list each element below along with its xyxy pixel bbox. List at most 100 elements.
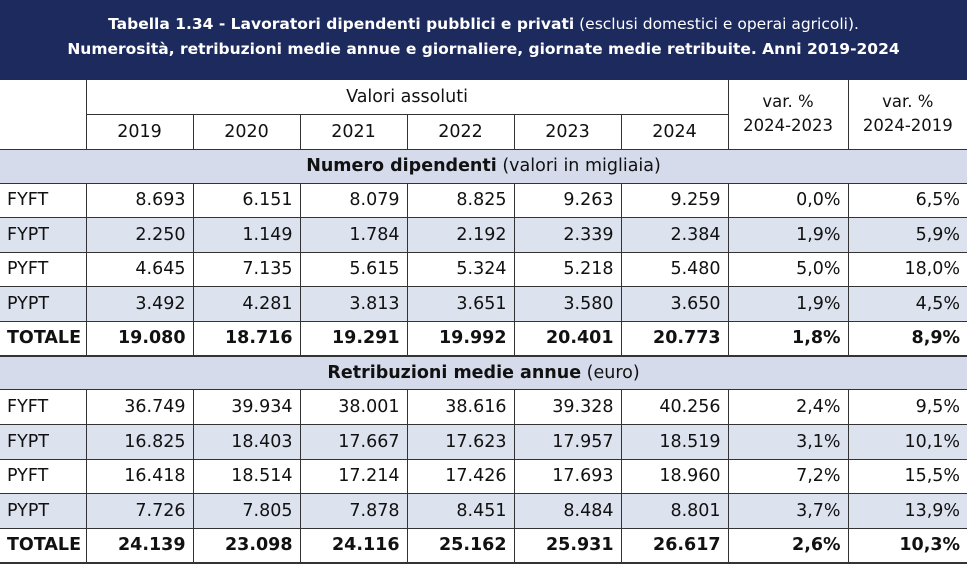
value-cell: 19.291 xyxy=(299,321,407,357)
row-label: TOTALE xyxy=(0,528,86,564)
value-cell: 2.192 xyxy=(406,217,514,253)
variation-cell: 15,5% xyxy=(847,459,967,495)
variation-cell: 1,9% xyxy=(727,217,849,253)
value-cell: 23.098 xyxy=(192,528,300,564)
variation-cell: 2,4% xyxy=(727,389,849,426)
section-unit: (euro) xyxy=(586,363,640,384)
value-cell: 6.151 xyxy=(192,183,300,219)
section-unit: (valori in migliaia) xyxy=(502,156,661,176)
value-cell: 2.339 xyxy=(513,217,621,253)
value-cell: 17.693 xyxy=(513,459,621,495)
value-cell: 3.492 xyxy=(85,286,193,322)
table-row: TOTALE 24.139 23.098 24.116 25.162 25.931 26.6… xyxy=(0,528,967,564)
value-cell: 7.135 xyxy=(192,252,300,288)
variation-cell: 4,5% xyxy=(847,286,967,322)
variation-cell: 8,9% xyxy=(847,321,967,357)
table-row: PYPT 3.492 4.281 3.813 3.651 3.580 3.650 1,9% 4,… xyxy=(0,286,967,322)
value-cell: 17.214 xyxy=(299,459,407,495)
value-cell: 39.934 xyxy=(192,389,300,426)
variation-cell: 3,7% xyxy=(727,493,849,529)
value-cell: 3.813 xyxy=(299,286,407,322)
variation-cell: 9,5% xyxy=(847,389,967,426)
value-cell: 18.716 xyxy=(192,321,300,357)
value-cell: 2.250 xyxy=(85,217,193,253)
year-header: 2022 xyxy=(406,114,514,150)
value-cell: 18.403 xyxy=(192,424,300,460)
year-header: 2024 xyxy=(620,114,729,150)
variation-cell: 6,5% xyxy=(847,183,967,219)
variation-cell: 13,9% xyxy=(847,493,967,529)
value-cell: 18.960 xyxy=(620,459,729,495)
value-cell: 25.162 xyxy=(406,528,514,564)
value-cell: 38.616 xyxy=(406,389,514,426)
value-cell: 3.580 xyxy=(513,286,621,322)
section-header: Retribuzioni medie annue (euro) xyxy=(0,355,967,391)
value-cell: 25.931 xyxy=(513,528,621,564)
section-header: Numero dipendenti (valori in migliaia) xyxy=(0,149,967,184)
var-header-line: var. % xyxy=(762,92,814,112)
value-cell: 26.617 xyxy=(620,528,729,564)
row-label: PYFT xyxy=(0,459,86,495)
value-cell: 38.001 xyxy=(299,389,407,426)
value-cell: 5.218 xyxy=(513,252,621,288)
value-cell: 9.263 xyxy=(513,183,621,219)
value-cell: 17.623 xyxy=(406,424,514,460)
value-cell: 7.726 xyxy=(85,493,193,529)
variation-cell: 0,0% xyxy=(727,183,849,219)
year-header: 2023 xyxy=(513,114,621,150)
table-row: PYFT 16.418 18.514 17.214 17.426 17.693 18.960… xyxy=(0,459,967,495)
row-label: FYPT xyxy=(0,217,86,253)
row-label: FYPT xyxy=(0,424,86,460)
value-cell: 24.116 xyxy=(299,528,407,564)
value-cell: 17.957 xyxy=(513,424,621,460)
var-header-line: var. % xyxy=(882,92,934,112)
table-row: FYPT 16.825 18.403 17.667 17.623 17.957 18.519… xyxy=(0,424,967,460)
variation-cell: 18,0% xyxy=(847,252,967,288)
value-cell: 3.650 xyxy=(620,286,729,322)
var-header-2024-2019: var. % 2024-2019 xyxy=(847,80,967,150)
value-cell: 40.256 xyxy=(620,389,729,426)
value-cell: 4.645 xyxy=(85,252,193,288)
value-cell: 19.080 xyxy=(85,321,193,357)
title-line-1: Tabella 1.34 - Lavoratori dipendenti pub… xyxy=(0,12,967,37)
value-cell: 8.825 xyxy=(406,183,514,219)
year-header: 2021 xyxy=(299,114,407,150)
variation-cell: 10,3% xyxy=(847,528,967,564)
value-cell: 3.651 xyxy=(406,286,514,322)
row-label: FYFT xyxy=(0,389,86,426)
row-label: PYPT xyxy=(0,493,86,529)
section-title: Numero dipendenti xyxy=(306,156,497,176)
data-table: Valori assoluti var. % 2024-2023 var. % … xyxy=(0,80,967,564)
value-cell: 18.514 xyxy=(192,459,300,495)
table-row: PYPT 7.726 7.805 7.878 8.451 8.484 8.801 3,7% 13… xyxy=(0,493,967,529)
year-header: 2020 xyxy=(192,114,300,150)
row-label: PYFT xyxy=(0,252,86,288)
variation-cell: 5,0% xyxy=(727,252,849,288)
value-cell: 4.281 xyxy=(192,286,300,322)
row-label: FYFT xyxy=(0,183,86,219)
value-cell: 8.693 xyxy=(85,183,193,219)
variation-cell: 2,6% xyxy=(727,528,849,564)
table-row: FYPT 2.250 1.149 1.784 2.192 2.339 2.384 1,9% 5,… xyxy=(0,217,967,253)
value-cell: 20.401 xyxy=(513,321,621,357)
variation-cell: 5,9% xyxy=(847,217,967,253)
variation-cell: 1,9% xyxy=(727,286,849,322)
value-cell: 2.384 xyxy=(620,217,729,253)
section-title: Retribuzioni medie annue xyxy=(327,363,582,384)
value-cell: 5.324 xyxy=(406,252,514,288)
variation-cell: 3,1% xyxy=(727,424,849,460)
value-cell: 36.749 xyxy=(85,389,193,426)
year-header: 2019 xyxy=(85,114,193,150)
variation-cell: 10,1% xyxy=(847,424,967,460)
value-cell: 8.801 xyxy=(620,493,729,529)
table-row: FYFT 36.749 39.934 38.001 38.616 39.328 40.256… xyxy=(0,389,967,426)
variation-cell: 1,8% xyxy=(727,321,849,357)
var-header-2024-2023: var. % 2024-2023 xyxy=(727,80,849,150)
title-line-2: Numerosità, retribuzioni medie annue e g… xyxy=(67,40,900,58)
value-cell: 19.992 xyxy=(406,321,514,357)
table-row: FYFT 8.693 6.151 8.079 8.825 9.263 9.259 0,0% 6,… xyxy=(0,183,967,219)
value-cell: 20.773 xyxy=(620,321,729,357)
corner-cell xyxy=(0,80,86,150)
value-cell: 1.784 xyxy=(299,217,407,253)
value-cell: 17.667 xyxy=(299,424,407,460)
